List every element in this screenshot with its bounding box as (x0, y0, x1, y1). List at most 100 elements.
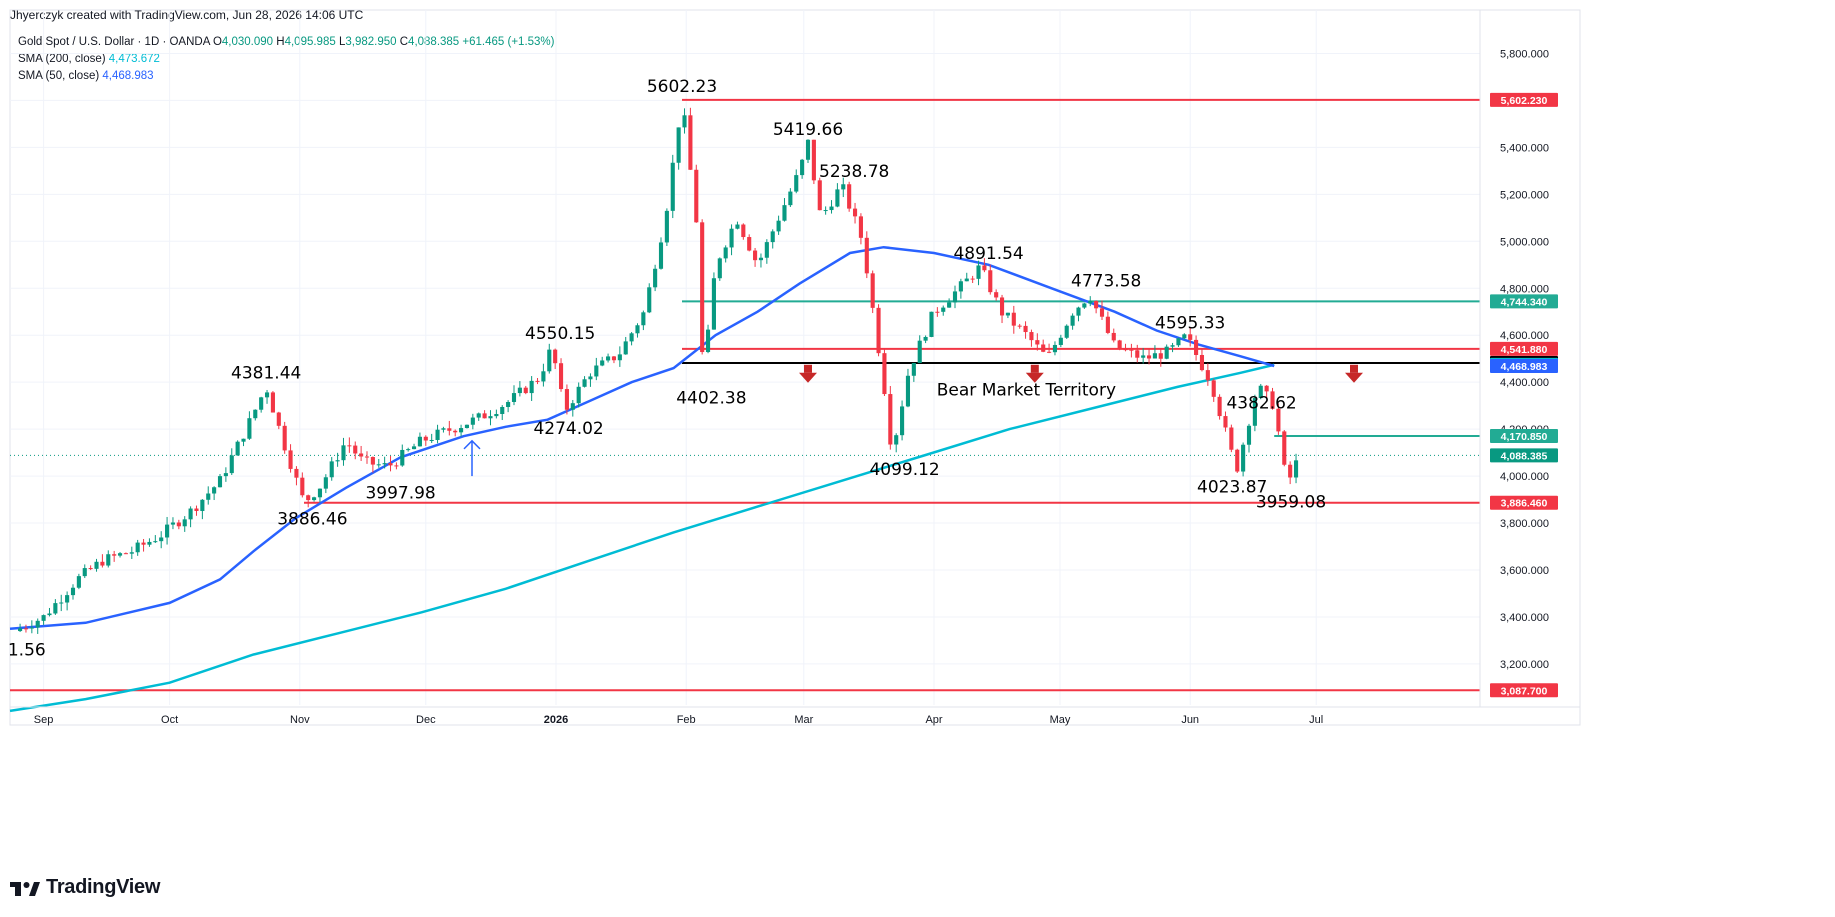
candle-body (664, 210, 669, 243)
candle-body (41, 615, 46, 621)
candle-body (870, 273, 875, 308)
candle-body (529, 380, 534, 394)
candle-body (705, 329, 711, 353)
price-annotation: 5419.66 (773, 120, 843, 140)
candle-body (658, 242, 664, 269)
y-tick-label: 3,800.000 (1500, 518, 1549, 530)
axis-badge (1490, 495, 1558, 510)
legend-sma50-value: 4,468.983 (102, 70, 154, 82)
legend-open-label: O (212, 36, 222, 48)
candle-body (259, 397, 264, 410)
candle-body (753, 250, 758, 261)
candle-body (911, 362, 916, 376)
horizontal-levels (10, 98, 1480, 692)
price-annotation: 3886.46 (277, 510, 347, 530)
axis-badge-label: 3,087.700 (1501, 685, 1548, 697)
y-tick-label: 4,600.000 (1500, 330, 1549, 342)
x-tick-label: May (1050, 714, 1071, 726)
candle-body (329, 461, 334, 478)
candle-body (647, 287, 652, 313)
x-tick-label: Nov (290, 714, 310, 726)
candle-body (694, 169, 699, 223)
candle-body (364, 456, 370, 458)
candle-body (582, 379, 587, 387)
candle-body (888, 394, 893, 445)
up-arrow-head (463, 439, 481, 450)
y-tick-label: 4,000.000 (1500, 471, 1549, 483)
candle-body (894, 435, 899, 445)
candle-body (170, 522, 176, 525)
candle-body (576, 386, 581, 404)
candle-body (1176, 338, 1181, 346)
candle-body (1041, 344, 1046, 352)
candle-body (1076, 307, 1081, 316)
candle-body (1052, 344, 1058, 353)
grid (9, 9, 1581, 726)
candle-body (729, 228, 734, 248)
region-label: Bear Market Territory (937, 380, 1116, 400)
axis-badge (1490, 683, 1558, 698)
price-annotation: 4274.02 (533, 419, 603, 439)
candle-body (406, 449, 411, 451)
tradingview-logo[interactable]: TradingView (10, 876, 160, 899)
candle-body (188, 508, 193, 520)
candle-body (106, 554, 111, 566)
legend-sma200-value: 4,473.672 (108, 53, 160, 65)
candle-body (858, 216, 863, 238)
candle-body (1099, 308, 1105, 317)
candle-body (235, 441, 240, 456)
candle-body (970, 278, 975, 280)
candle-body (1035, 340, 1040, 345)
candle-body (65, 595, 70, 603)
candle-body (212, 487, 217, 494)
candle-body (335, 460, 340, 462)
candle-body (811, 139, 816, 181)
candle-body (1088, 300, 1093, 304)
candle-body (23, 628, 29, 630)
legend-sma200-row[interactable]: SMA (200, close) 4,473.672 (18, 51, 555, 68)
candle-body (1246, 425, 1252, 445)
axis-badge (1490, 294, 1558, 309)
y-tick-label: 5,000.000 (1500, 236, 1549, 248)
candle-body (376, 464, 381, 466)
price-annotation: 4382.62 (1226, 393, 1296, 413)
legend-high: 4,095.985 (284, 36, 336, 48)
candle-body (464, 424, 470, 429)
candle-body (606, 356, 611, 361)
price-annotation: 3959.08 (1256, 493, 1326, 513)
legend-ohlc-row[interactable]: Gold Spot / U.S. Dollar · 1D · OANDA O4,… (18, 34, 555, 51)
candle-body (805, 139, 811, 160)
time-axis[interactable]: Sep Oct Nov Dec 2026 Feb Mar Apr May Jun Jul (10, 706, 1580, 726)
legend-sma50-row[interactable]: SMA (50, close) 4,468.983 (18, 68, 555, 85)
candle-body (917, 340, 922, 363)
candle-body (1070, 315, 1075, 326)
candle-body (735, 224, 740, 229)
sma200-line (9, 363, 1275, 713)
candle-body (617, 354, 622, 361)
candle-body (864, 237, 869, 274)
candle-body (159, 537, 164, 542)
price-chart[interactable]: 5602.23 5419.66 5238.78 4891.54 4773.58 4595.… (0, 0, 1835, 870)
candle-body (1058, 337, 1063, 345)
candle-body (506, 401, 511, 408)
price-axis[interactable]: 3,200.000 3,400.000 3,600.000 3,800.000 4,00… (1479, 10, 1558, 707)
candle-body (470, 417, 475, 425)
candle-body (135, 542, 140, 553)
y-tick-label: 3,200.000 (1500, 659, 1549, 671)
y-tick-label: 5,400.000 (1500, 142, 1549, 154)
candle-body (964, 278, 969, 282)
candle-body (688, 115, 693, 170)
candle-body (241, 438, 246, 442)
candle-body (1017, 325, 1022, 327)
candle-body (494, 413, 499, 417)
candle-body (1270, 391, 1275, 409)
candle-body (223, 473, 228, 477)
candle-body (370, 457, 375, 465)
legend-close-label: C (399, 36, 409, 48)
candle-body (547, 349, 552, 372)
price-annotation: 1.56 (8, 640, 46, 660)
candle-body (976, 265, 981, 279)
candle-body (958, 281, 963, 292)
candle-body (129, 552, 134, 554)
candle-body (1011, 312, 1016, 326)
